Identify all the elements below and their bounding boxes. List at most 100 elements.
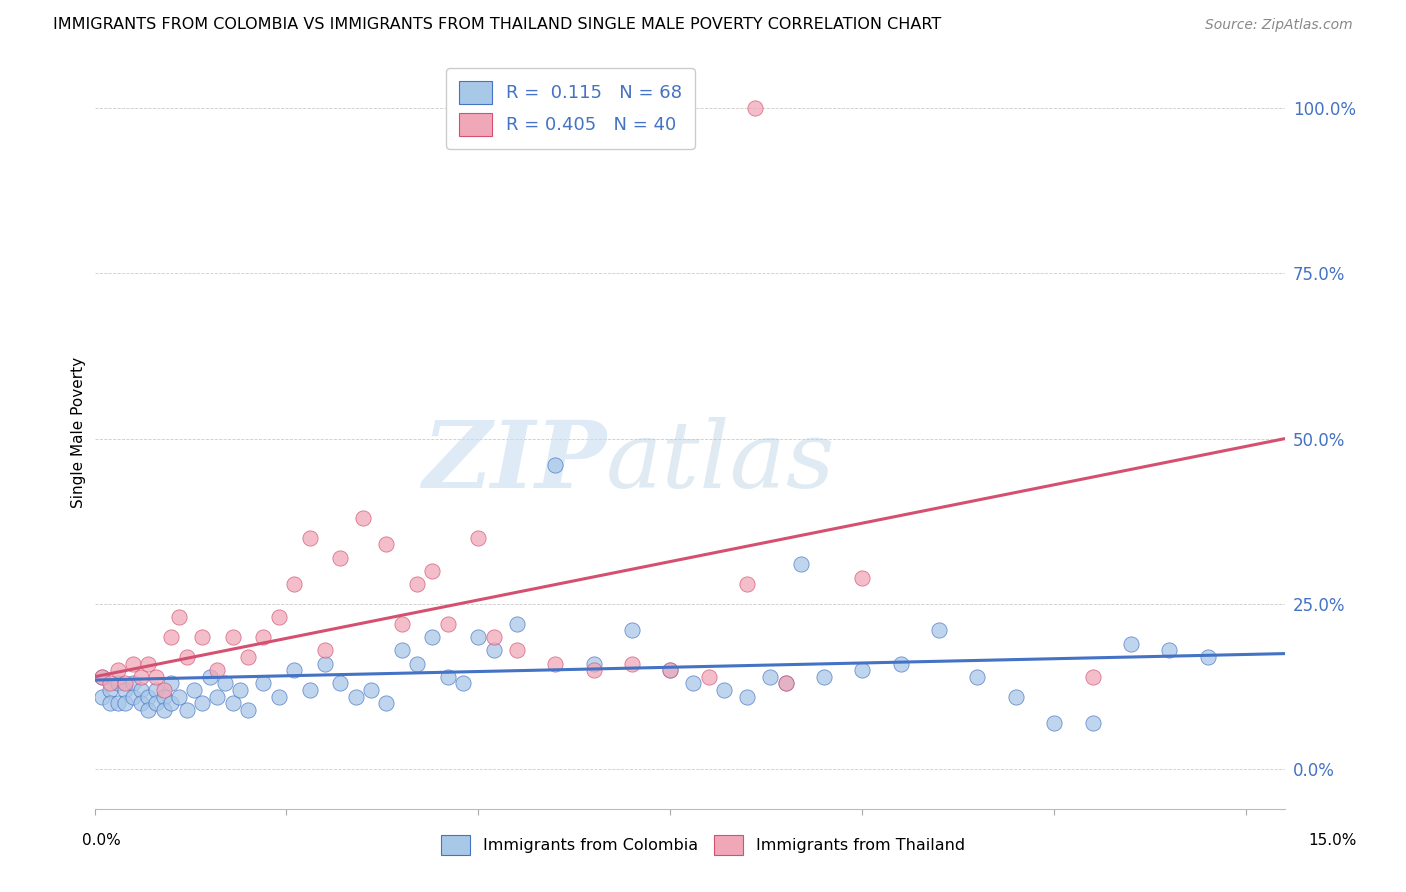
Point [145,683,167,698]
Point [329,550,352,565]
Point [851,570,873,584]
Point [107,663,129,677]
Point [735,690,758,704]
Point [436,616,458,631]
Point [236,649,259,664]
Point [152,703,174,717]
Point [482,643,505,657]
Point [107,696,129,710]
Point [360,683,382,698]
Point [252,676,274,690]
Point [114,676,136,690]
Point [582,657,605,671]
Point [152,683,174,698]
Point [790,558,813,572]
Point [160,676,183,690]
Point [890,657,912,671]
Point [191,696,214,710]
Point [167,690,190,704]
Text: IMMIGRANTS FROM COLOMBIA VS IMMIGRANTS FROM THAILAND SINGLE MALE POVERTY CORRELA: IMMIGRANTS FROM COLOMBIA VS IMMIGRANTS F… [53,17,942,31]
Point [682,676,704,690]
Point [1043,716,1066,731]
Point [451,676,474,690]
Point [98,696,121,710]
Point [167,610,190,624]
Point [136,657,159,671]
Point [697,670,720,684]
Point [436,670,458,684]
Point [467,531,489,545]
Point [191,630,214,644]
Text: 15.0%: 15.0% [1309,833,1357,847]
Point [198,670,221,684]
Point [183,683,205,698]
Text: Source: ZipAtlas.com: Source: ZipAtlas.com [1205,18,1353,31]
Point [298,531,321,545]
Point [267,690,290,704]
Point [813,670,835,684]
Point [236,703,259,717]
Point [122,657,145,671]
Point [98,676,121,690]
Point [1004,690,1026,704]
Point [214,676,236,690]
Point [98,683,121,698]
Point [1119,637,1142,651]
Point [229,683,252,698]
Point [659,663,682,677]
Point [620,624,643,638]
Point [966,670,988,684]
Point [91,690,114,704]
Point [1197,649,1219,664]
Point [122,676,145,690]
Point [775,676,797,690]
Text: ZIP: ZIP [422,417,606,508]
Point [406,657,429,671]
Point [252,630,274,644]
Point [851,663,873,677]
Point [207,690,229,704]
Point [145,670,167,684]
Point [283,577,305,591]
Point [114,696,136,710]
Point [391,643,413,657]
Point [1159,643,1181,657]
Point [506,643,529,657]
Point [482,630,505,644]
Point [267,610,290,624]
Point [314,643,336,657]
Point [1081,716,1104,731]
Point [544,657,567,671]
Point [136,703,159,717]
Point [422,630,444,644]
Point [207,663,229,677]
Point [222,630,245,644]
Text: atlas: atlas [606,417,835,508]
Point [406,577,429,591]
Point [107,676,129,690]
Point [352,511,374,525]
Point [759,670,782,684]
Point [544,458,567,472]
Y-axis label: Single Male Poverty: Single Male Poverty [72,357,86,508]
Point [176,649,198,664]
Point [775,676,797,690]
Point [176,703,198,717]
Point [329,676,352,690]
Point [344,690,367,704]
Point [582,663,605,677]
Point [129,683,152,698]
Point [222,696,245,710]
Point [114,683,136,698]
Point [152,690,174,704]
Point [129,696,152,710]
Point [422,564,444,578]
Point [160,696,183,710]
Point [298,683,321,698]
Point [375,696,398,710]
Point [375,537,398,551]
Legend: Immigrants from Colombia, Immigrants from Thailand: Immigrants from Colombia, Immigrants fro… [434,829,972,862]
Point [91,670,114,684]
Point [129,670,152,684]
Point [314,657,336,671]
